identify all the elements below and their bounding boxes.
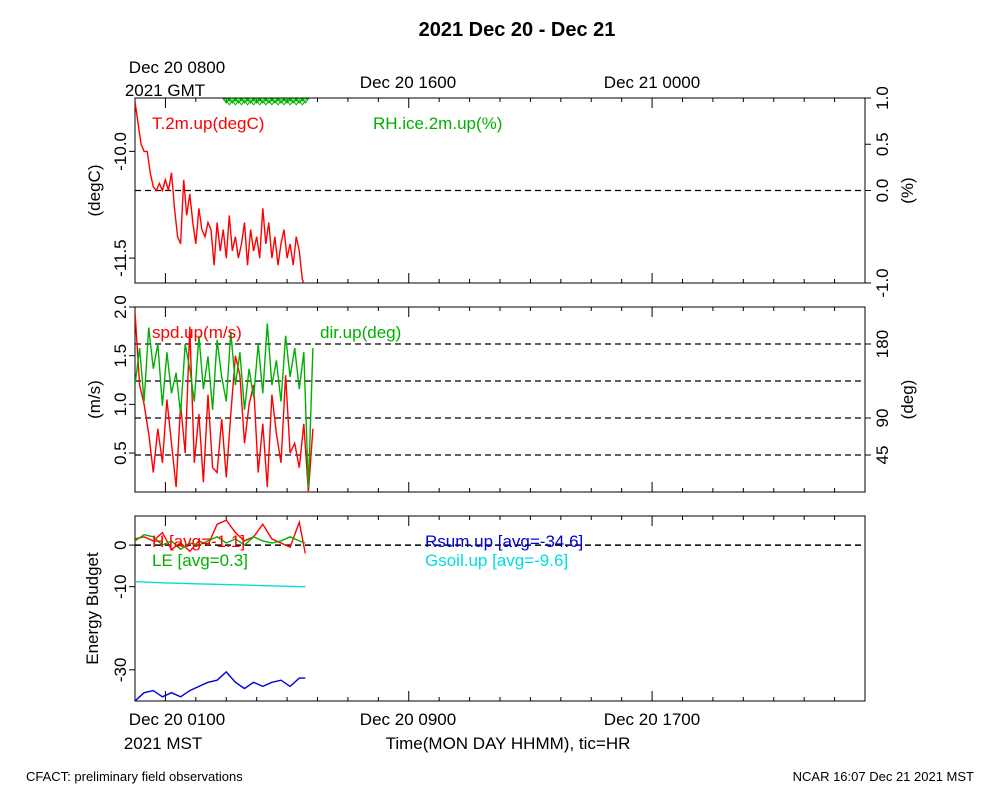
rh-point-marker bbox=[225, 100, 234, 106]
rh-point-marker bbox=[280, 100, 289, 106]
series-line bbox=[135, 581, 306, 588]
bottom-time-label-3: Dec 20 1700 bbox=[604, 710, 700, 729]
legend-entry: H [avg=-1.1] bbox=[152, 532, 245, 551]
y-tick-label-right: 0.0 bbox=[873, 179, 892, 203]
rh-point-marker bbox=[273, 100, 282, 106]
rh-point-marker bbox=[286, 100, 295, 106]
temperature-humidity-panel: -10.0 -11.5 (degC) 1.0 0.5 0.0 -1.0 (%) T.2m.up(… bbox=[85, 86, 917, 297]
bottom-time-label-2: Dec 20 0900 bbox=[360, 710, 456, 729]
series-line bbox=[135, 101, 305, 283]
rh-point-marker bbox=[292, 100, 301, 106]
rh-point-marker bbox=[237, 100, 246, 106]
series-line bbox=[135, 533, 306, 551]
legend-entry: RH.ice.2m.up(%) bbox=[373, 114, 502, 133]
y-tick-label-right: 0.5 bbox=[873, 132, 892, 156]
footer-right: NCAR 16:07 Dec 21 2021 MST bbox=[793, 769, 974, 784]
plot-frame bbox=[134, 306, 866, 493]
top-zone-label: 2021 GMT bbox=[125, 81, 205, 100]
rh-point-marker bbox=[298, 100, 307, 106]
wind-panel: 2.0 1.5 1.0 0.5 (m/s) 180 90 45 (deg) spd.up(m/s)… bbox=[85, 295, 917, 493]
y-tick-label-left: -11.5 bbox=[111, 239, 130, 277]
y-tick-label-left: 0.5 bbox=[111, 441, 130, 465]
rh-point-marker bbox=[249, 100, 258, 106]
series-line bbox=[135, 323, 314, 488]
series-line bbox=[135, 519, 306, 554]
top-time-label-2: Dec 20 1600 bbox=[360, 73, 456, 92]
legend-entry: dir.up(deg) bbox=[320, 323, 401, 342]
legend-entry: spd.up(m/s) bbox=[152, 323, 242, 342]
x-axis-label: Time(MON DAY HHMM), tic=HR bbox=[386, 734, 631, 753]
series-line bbox=[135, 670, 306, 701]
rh-point-marker bbox=[255, 100, 264, 106]
rh-point-marker bbox=[301, 98, 310, 104]
y-axis-label-right: (%) bbox=[898, 177, 917, 203]
bottom-zone-label: 2021 MST bbox=[124, 734, 202, 753]
top-time-label-3: Dec 21 0000 bbox=[604, 73, 700, 92]
y-axis-label-left: (m/s) bbox=[85, 380, 104, 419]
rh-point-marker bbox=[261, 100, 270, 106]
y-tick-label-left: 0 bbox=[111, 540, 130, 549]
footer-left: CFACT: preliminary field observations bbox=[26, 769, 243, 784]
legend-entry: Gsoil.up [avg=-9.6] bbox=[425, 551, 568, 570]
top-time-label-1: Dec 20 0800 bbox=[129, 58, 225, 77]
y-tick-label-right: 90 bbox=[873, 409, 892, 428]
bottom-time-label-1: Dec 20 0100 bbox=[129, 710, 225, 729]
legend-entry: LE [avg=0.3] bbox=[152, 551, 248, 570]
y-tick-label-right: 1.0 bbox=[873, 86, 892, 110]
y-tick-label-left: -10 bbox=[111, 574, 130, 599]
y-tick-label-left: -10.0 bbox=[111, 132, 130, 171]
legend-entry: Rsum.up [avg=-34.6] bbox=[425, 532, 583, 551]
y-tick-label-left: 1.5 bbox=[111, 344, 130, 368]
y-axis-label-left: Energy Budget bbox=[83, 552, 102, 665]
rh-point-marker bbox=[231, 100, 240, 106]
y-tick-label-right: -1.0 bbox=[873, 268, 892, 297]
y-tick-label-left: -30 bbox=[111, 658, 130, 683]
y-tick-label-right: 45 bbox=[873, 446, 892, 465]
legend-entry: T.2m.up(degC) bbox=[152, 114, 264, 133]
y-tick-label-left: 2.0 bbox=[111, 295, 130, 319]
figure-title: 2021 Dec 20 - Dec 21 bbox=[419, 19, 616, 41]
y-axis-label-left: (degC) bbox=[85, 165, 104, 217]
y-axis-label-right: (deg) bbox=[898, 380, 917, 420]
rh-point-marker bbox=[267, 100, 276, 106]
rh-point-marker bbox=[243, 100, 252, 106]
y-tick-label-left: 1.0 bbox=[111, 393, 130, 417]
energy-budget-panel: 0 -10 -30 Energy Budget H [avg=-1.1]LE [avg=… bbox=[83, 515, 866, 702]
y-tick-label-right: 180 bbox=[873, 330, 892, 358]
series-line bbox=[135, 311, 314, 492]
